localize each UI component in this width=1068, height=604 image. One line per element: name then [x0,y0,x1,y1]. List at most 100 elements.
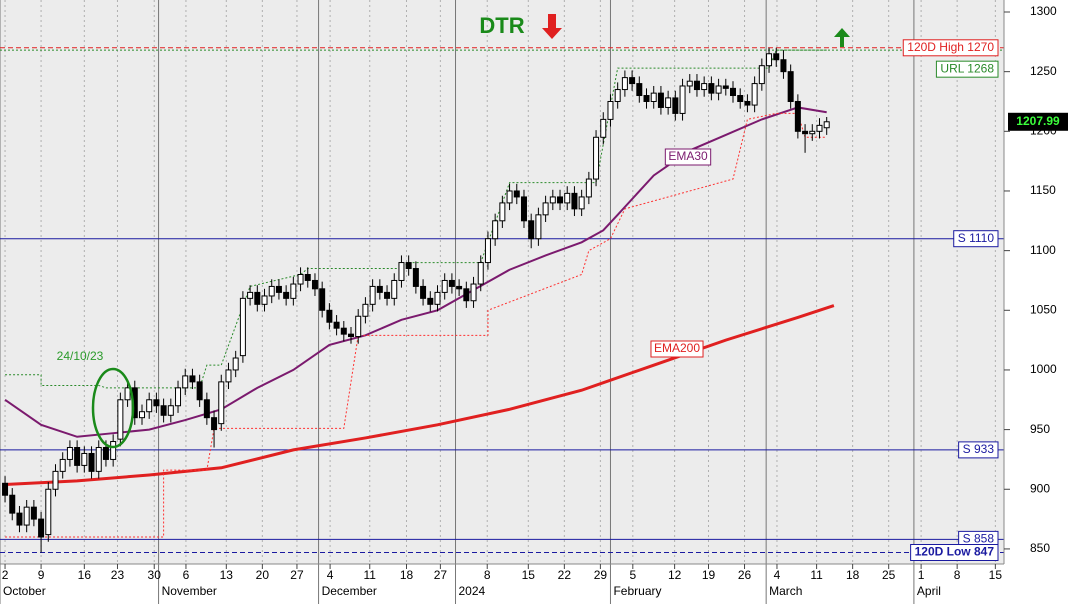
y-tick-label: 1250 [1030,64,1057,78]
candle-body [477,262,484,285]
candle-body [311,279,318,290]
up-arrow [834,28,850,47]
level-label: S 858 [963,532,995,546]
level-label-box [902,39,999,57]
candle-body [448,279,455,287]
candle-body [715,85,722,94]
indicator-line [4,304,835,486]
candle-body [2,482,9,496]
candle-body [225,369,232,383]
candle-body [196,381,203,401]
candle-body [110,441,117,460]
candle-body [766,53,773,67]
candle-body [175,387,182,407]
candle-body [261,295,268,305]
marks [2,47,835,553]
candle-body [254,291,261,305]
candle-body [160,405,167,416]
candle-body [564,192,571,204]
candle-body [239,297,246,357]
candle-body [59,458,66,472]
x-tick-label: 23 [111,568,125,582]
candle-body [398,262,405,281]
candle-body [737,95,744,102]
candle-body [434,291,441,305]
candle-body [636,83,643,97]
x-tick-label: 19 [702,568,716,582]
x-tick-label: 27 [290,568,304,582]
month-label: October [3,584,46,598]
x-tick-label: 15 [989,568,1003,582]
candle-body [275,285,282,293]
candle-body [319,288,326,311]
candle-body [283,291,290,299]
x-tick-label: 9 [38,568,45,582]
candle-body [355,315,362,338]
y-tick-label: 1000 [1030,362,1057,376]
month-label: December [322,584,377,598]
line-label: EMA200 [650,340,704,358]
candle-body [629,77,636,85]
month-label: 2024 [459,584,486,598]
month-label: November [162,584,217,598]
x-tick-label: 15 [522,568,536,582]
candle-body [665,97,672,108]
y-tick-label: 1100 [1030,243,1056,257]
line-label-text: EMA30 [668,149,708,163]
candle-body [607,100,614,120]
x-tick-label: 5 [629,568,636,582]
x-tick-label: 8 [484,568,491,582]
candle-body [203,399,210,419]
x-tick-label: 25 [882,568,896,582]
line-label-box [650,340,704,358]
candle-body [672,97,679,114]
down-arrow [542,14,562,39]
x-tick-label: 4 [327,568,334,582]
y-tick-label: 1300 [1030,4,1057,18]
x-tick-label: 18 [846,568,860,582]
candle-body [420,285,427,299]
candle-body [218,381,225,425]
candle-body [708,83,715,94]
candle-body [484,238,491,264]
candle-body [348,333,355,338]
candle-body [492,220,499,240]
candle-body [751,83,758,106]
x-tick-label: 29 [594,568,608,582]
candle-body [189,375,196,383]
candle-body [427,297,434,305]
y-tick-label: 850 [1030,541,1050,555]
candle-body [117,399,124,440]
x-tick-label: 22 [558,568,572,582]
candle-body [549,196,556,204]
candle-body [124,387,131,401]
candle-body [362,303,369,317]
candle-body [513,190,520,198]
level-label: 120D High 1270 [907,40,994,54]
y-tick-label: 900 [1030,481,1050,495]
x-tick-label: 6 [183,568,190,582]
x-tick-label: 8 [954,568,961,582]
candle-body [304,273,311,281]
month-label: February [613,584,661,598]
candle-body [38,518,45,538]
level-label: S 1110 [958,231,995,245]
candle-body [722,85,729,89]
level-label: 120D Low 847 [915,545,995,559]
candle-body [643,95,650,102]
candle-body [780,59,787,73]
candle-body [405,262,412,270]
candle-body [535,214,542,240]
candle-body [412,268,419,287]
candle-body [744,100,751,106]
candle-body [30,506,37,520]
candle-body [384,291,391,299]
candle-body [290,283,297,299]
candle-body [66,447,73,460]
date-note: 24/10/23 [57,349,104,363]
candle-body [686,80,693,87]
level-label-box [953,230,999,248]
x-tick-label: 12 [668,568,682,582]
x-tick-label: 18 [400,568,414,582]
